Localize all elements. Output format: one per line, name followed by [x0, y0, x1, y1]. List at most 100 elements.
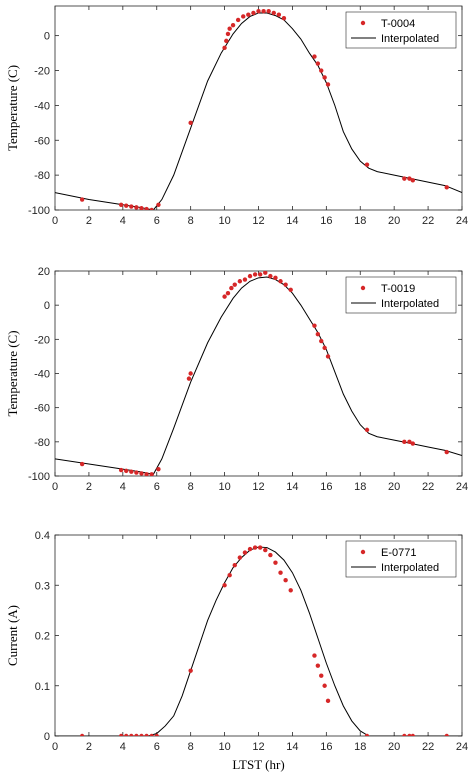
observation-point — [225, 31, 231, 37]
y-tick-label: -80 — [34, 170, 50, 182]
observation-point — [263, 271, 268, 275]
x-tick-label: 2 — [86, 215, 92, 227]
legend-label: Interpolated — [381, 298, 439, 310]
y-tick-label: -40 — [34, 100, 50, 112]
observation-point — [118, 467, 124, 473]
observation-point — [315, 61, 321, 66]
y-tick-label: -40 — [34, 369, 50, 381]
observation-point — [325, 82, 331, 87]
observation-point — [410, 178, 416, 183]
observation-point — [268, 552, 273, 558]
y-tick-label: -80 — [34, 437, 50, 449]
observation-point — [237, 555, 243, 560]
observation-point — [288, 588, 293, 593]
observation-point — [266, 9, 271, 14]
x-tick-label: 22 — [422, 215, 434, 227]
x-tick-label: 18 — [354, 215, 366, 227]
x-tick-label: 20 — [388, 481, 400, 493]
observation-point — [402, 439, 407, 445]
observation-point — [118, 202, 124, 207]
x-tick-label: 14 — [286, 215, 298, 227]
observation-point — [124, 733, 129, 736]
legend-label: T-0019 — [381, 283, 415, 295]
observation-point — [229, 285, 234, 291]
y-tick-label: 20 — [38, 266, 50, 278]
x-tick-label: 24 — [456, 215, 468, 227]
x-tick-label: 2 — [86, 741, 92, 753]
x-tick-label: 2 — [86, 481, 92, 493]
observation-point — [257, 545, 263, 550]
observation-point — [149, 472, 154, 476]
observation-point — [444, 449, 449, 455]
y-tick-label: -100 — [28, 471, 50, 483]
x-tick-label: 8 — [188, 481, 194, 493]
observation-point — [322, 345, 327, 351]
y-tick-label: 0.2 — [35, 631, 50, 643]
observation-point — [129, 204, 134, 209]
observation-point — [407, 733, 412, 736]
x-tick-label: 6 — [154, 481, 160, 493]
y-tick-label: 0.1 — [35, 681, 50, 693]
observation-point — [322, 683, 327, 688]
observation-point — [312, 323, 317, 328]
observation-point — [139, 206, 144, 210]
observation-point — [188, 668, 193, 673]
observation-point — [134, 205, 139, 210]
observation-point — [288, 287, 293, 292]
observation-point — [144, 206, 149, 210]
observation-point — [257, 272, 263, 277]
observation-point — [124, 468, 129, 474]
observation-point — [273, 275, 278, 281]
legend: T-0004 Interpolated — [345, 11, 457, 49]
observation-point — [79, 461, 85, 467]
x-tick-label: 10 — [218, 481, 230, 493]
observation-point — [283, 282, 288, 287]
x-tick-label: 16 — [320, 481, 332, 493]
observation-point — [227, 26, 232, 31]
legend-box — [345, 540, 457, 578]
observation-point — [315, 663, 321, 668]
observation-point — [252, 272, 258, 277]
legend-label: E-0771 — [381, 547, 416, 559]
observation-point — [156, 202, 161, 207]
observation-point — [364, 427, 370, 433]
chart-panel-2: 0 2 4 6 8 10 12 14 16 18 20 22 24-100-80-60-40-20020… — [5, 266, 468, 493]
observation-point — [144, 472, 149, 476]
observation-point — [364, 733, 370, 736]
y-tick-label: -100 — [28, 205, 50, 217]
observation-point — [235, 17, 241, 23]
observation-point — [222, 583, 227, 588]
y-tick-label: -60 — [34, 403, 50, 415]
legend-label: Interpolated — [381, 562, 439, 574]
observation-point — [134, 470, 139, 475]
observation-point — [79, 197, 85, 202]
observation-point — [268, 273, 273, 279]
observation-point — [312, 653, 317, 658]
y-tick-label: 0 — [44, 31, 50, 43]
chart-panel-3: 0 2 4 6 8 10 12 14 16 18 20 22 2400.10.20.30.4Curren… — [5, 530, 468, 772]
y-tick-label: -60 — [34, 135, 50, 147]
observation-point — [444, 185, 449, 190]
x-tick-label: 20 — [388, 215, 400, 227]
observation-point — [251, 10, 256, 16]
observation-point — [325, 698, 331, 704]
legend-marker — [360, 549, 366, 555]
x-tick-label: 0 — [52, 741, 58, 753]
x-tick-label: 6 — [154, 215, 160, 227]
x-tick-label: 4 — [120, 215, 126, 227]
x-tick-label: 22 — [422, 741, 434, 753]
observation-point — [276, 12, 282, 17]
x-tick-label: 20 — [388, 741, 400, 753]
x-tick-label: 0 — [52, 215, 58, 227]
observation-point — [242, 550, 248, 555]
observation-point — [407, 439, 412, 445]
x-tick-label: 8 — [188, 215, 194, 227]
observation-point — [232, 562, 237, 568]
y-tick-label: -20 — [34, 334, 50, 346]
observation-point — [273, 560, 278, 565]
x-tick-label: 10 — [218, 741, 230, 753]
legend: T-0019 Interpolated — [345, 276, 457, 314]
observation-point — [224, 38, 229, 44]
x-axis-label: LTST (hr) — [232, 757, 284, 772]
x-tick-label: 4 — [120, 481, 126, 493]
